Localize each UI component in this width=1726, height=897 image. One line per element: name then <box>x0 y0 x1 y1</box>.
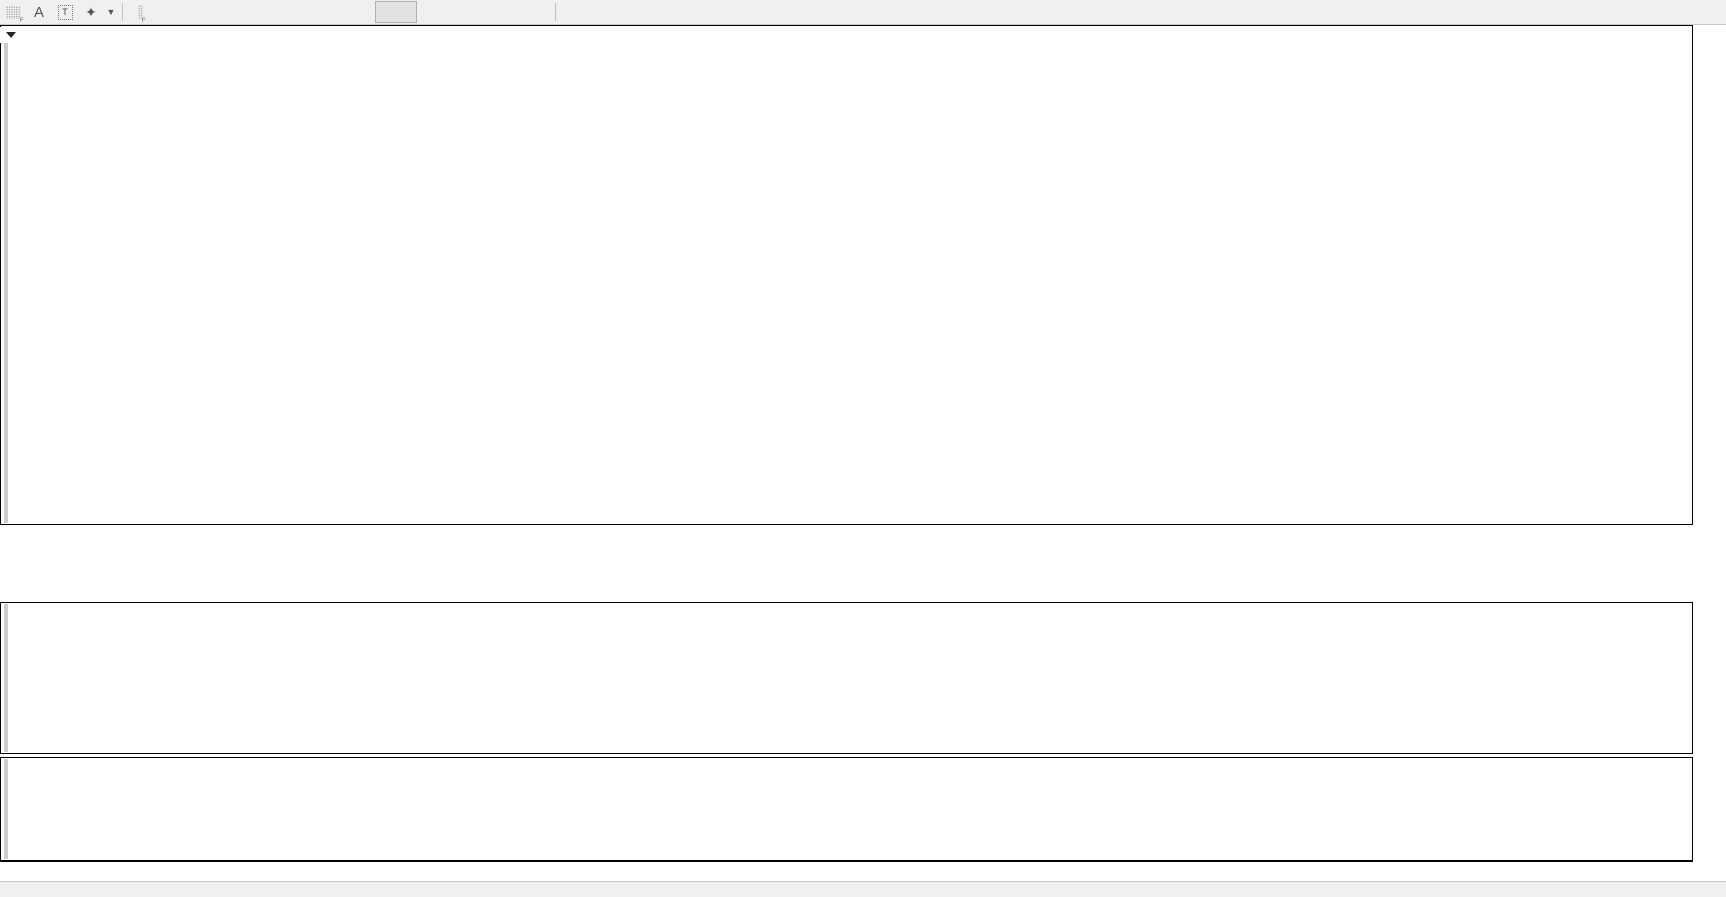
price-scale-main[interactable] <box>1693 25 1726 525</box>
objects-icon[interactable]: ✦ <box>85 3 97 20</box>
timeframe-h1[interactable] <box>331 2 371 22</box>
toolbar: A T ✦ ▼ <box>0 0 1726 25</box>
crosshair-grid-icon[interactable] <box>0 1 26 24</box>
price-scale-rsi[interactable] <box>1693 757 1726 861</box>
symbol-info-bar <box>0 27 28 43</box>
timeframe-m5[interactable] <box>199 2 239 22</box>
timeframe-mn[interactable] <box>509 2 549 22</box>
toolbar-divider <box>122 3 123 21</box>
timeframe-d1[interactable] <box>421 2 461 22</box>
chevron-down-icon[interactable] <box>6 32 16 38</box>
timeframe-h4[interactable] <box>375 1 417 23</box>
rsi-drag-grip[interactable] <box>2 759 10 859</box>
timeframe-m1[interactable] <box>155 2 195 22</box>
text-box-icon[interactable]: T <box>52 1 78 23</box>
macd-drag-grip[interactable] <box>2 604 10 752</box>
toolbar-divider-2 <box>555 3 556 21</box>
text-label-icon[interactable]: A <box>33 3 44 21</box>
ruler-icon[interactable] <box>127 1 153 24</box>
timeframe-m30[interactable] <box>287 2 327 22</box>
macd-panel[interactable] <box>0 602 1693 754</box>
timeframe-w1[interactable] <box>465 2 505 22</box>
price-scale-macd[interactable] <box>1693 602 1726 754</box>
price-plot <box>1 26 1692 524</box>
rsi-panel[interactable] <box>0 757 1693 861</box>
main-price-chart[interactable] <box>0 25 1693 525</box>
timeframe-m15[interactable] <box>243 2 283 22</box>
time-scale[interactable] <box>0 861 1693 882</box>
status-bar <box>0 881 1726 897</box>
chart-drag-grip[interactable] <box>2 27 10 523</box>
dropdown-arrow-icon[interactable]: ▼ <box>106 7 116 17</box>
rsi-plot <box>1 758 1692 860</box>
macd-plot <box>1 603 1692 753</box>
